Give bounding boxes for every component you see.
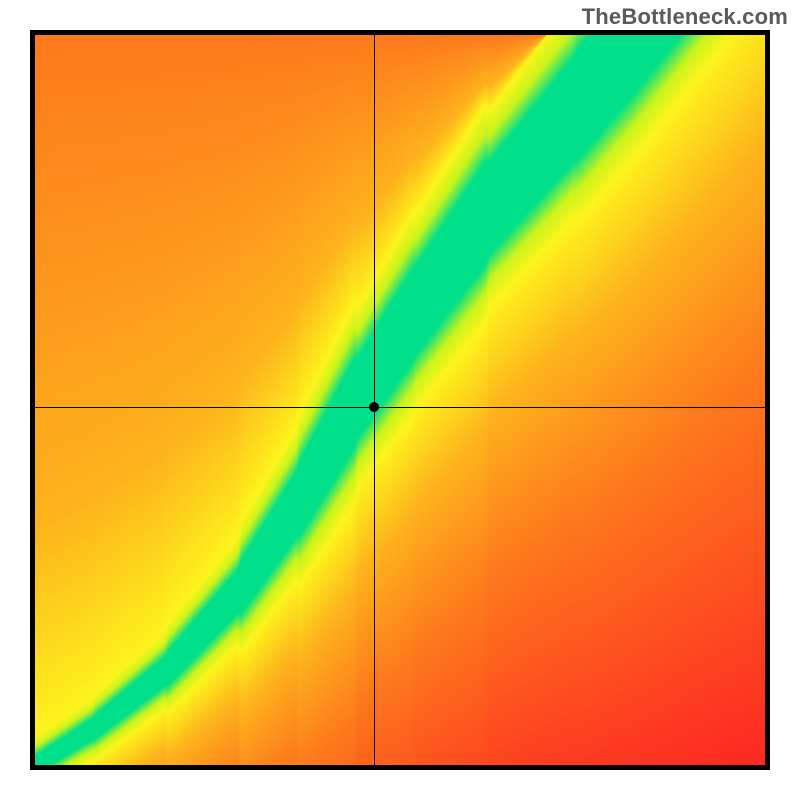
bottleneck-heatmap — [35, 35, 765, 765]
crosshair-horizontal-line — [35, 407, 765, 408]
crosshair-marker-dot — [369, 402, 379, 412]
plot-frame — [30, 30, 770, 770]
watermark-text: TheBottleneck.com — [582, 4, 788, 30]
crosshair-vertical-line — [374, 35, 375, 765]
